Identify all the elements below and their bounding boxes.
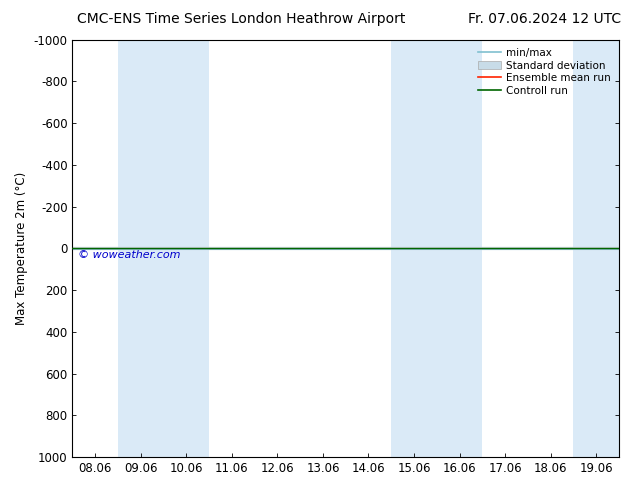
Text: © woweather.com: © woweather.com — [78, 250, 181, 261]
Bar — [164, 40, 209, 457]
Bar — [391, 40, 437, 457]
Y-axis label: Max Temperature 2m (°C): Max Temperature 2m (°C) — [15, 172, 28, 325]
Legend: min/max, Standard deviation, Ensemble mean run, Controll run: min/max, Standard deviation, Ensemble me… — [475, 45, 614, 99]
Text: CMC-ENS Time Series London Heathrow Airport: CMC-ENS Time Series London Heathrow Airp… — [77, 12, 405, 26]
Text: Fr. 07.06.2024 12 UTC: Fr. 07.06.2024 12 UTC — [468, 12, 621, 26]
Bar — [573, 40, 619, 457]
Bar — [437, 40, 482, 457]
Bar — [118, 40, 164, 457]
